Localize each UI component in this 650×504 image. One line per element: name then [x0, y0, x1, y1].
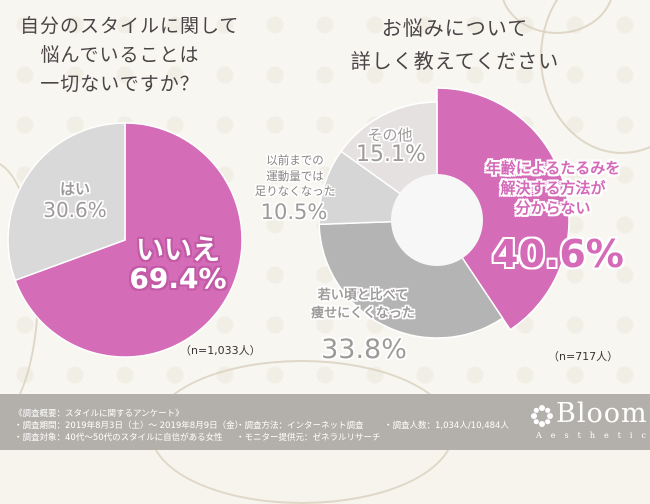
right-chart-title: お悩みについて 詳しく教えてください	[340, 12, 570, 78]
label-line: 解決する方法が	[500, 179, 606, 197]
title-line: 悩んでいることは	[40, 44, 200, 66]
survey-method: ・調査方法：インターネット調査	[236, 421, 364, 431]
survey-provider: ・モニター提供元：ゼネラルリサーチ	[236, 433, 381, 443]
logo-wordmark: Bloom	[556, 398, 648, 429]
sagging-label: 年齢によるたるみを 解決する方法が 分からない	[478, 158, 628, 218]
survey-count: ・調査人数：1,034人/10,484人	[384, 421, 509, 431]
survey-target: ・調査対象：40代～50代のスタイルに自信がある女性	[14, 433, 223, 443]
yes-label: はい	[59, 180, 90, 198]
exercise-value: 10.5%	[260, 200, 328, 224]
label-line: 運動量では	[266, 168, 324, 183]
title-line: 詳しく教えてください	[350, 49, 560, 73]
survey-heading: 《調査概要：スタイルに関するアンケート》	[14, 409, 184, 419]
title-line: 自分のスタイルに関して	[20, 15, 240, 37]
flower-icon	[531, 405, 553, 427]
left-pie	[7, 122, 243, 358]
survey-period: ・調査期間：2019年8月3日（土）～ 2019年8月9日（金）	[14, 421, 244, 431]
label-line: 以前までの	[266, 153, 324, 167]
pie-slice-yes	[7, 122, 126, 282]
sagging-value: 40.6%	[492, 232, 624, 276]
yes-value: 30.6%	[43, 198, 107, 222]
left-chart-title: 自分のスタイルに関して 悩んでいることは 一切ないですか？	[20, 12, 240, 99]
label-line: 若い頃と比べて	[317, 288, 409, 303]
other-label: その他	[367, 126, 413, 144]
label-line: 痩せにくくなった	[311, 306, 415, 321]
pie-slice-no	[14, 122, 243, 358]
weight-value: 33.8%	[321, 334, 407, 365]
charts-svg	[7, 87, 570, 358]
donut-slice-weight	[318, 219, 504, 339]
title-line: 一切ないですか？	[40, 73, 200, 95]
left-sample-size: （n=1,033人）	[180, 344, 261, 357]
label-line: 足りなくなった	[254, 184, 336, 198]
no-value: 69.4%	[129, 262, 227, 295]
right-donut	[318, 87, 570, 339]
title-line: お悩みについて	[381, 16, 529, 40]
no-label: いいえ	[135, 233, 220, 266]
other-value: 15.1%	[356, 142, 426, 167]
donut-hole	[391, 174, 483, 266]
exercise-label: 以前までの 運動量では 足りなくなった	[250, 153, 340, 200]
right-sample-size: （n=717人）	[548, 350, 619, 363]
weight-label: 若い頃と比べて 痩せにくくなった	[308, 287, 418, 323]
label-line: 分からない	[515, 199, 591, 217]
logo-subtitle: Aesthetic	[536, 431, 650, 440]
label-line: 年齢によるたるみを	[485, 159, 621, 177]
